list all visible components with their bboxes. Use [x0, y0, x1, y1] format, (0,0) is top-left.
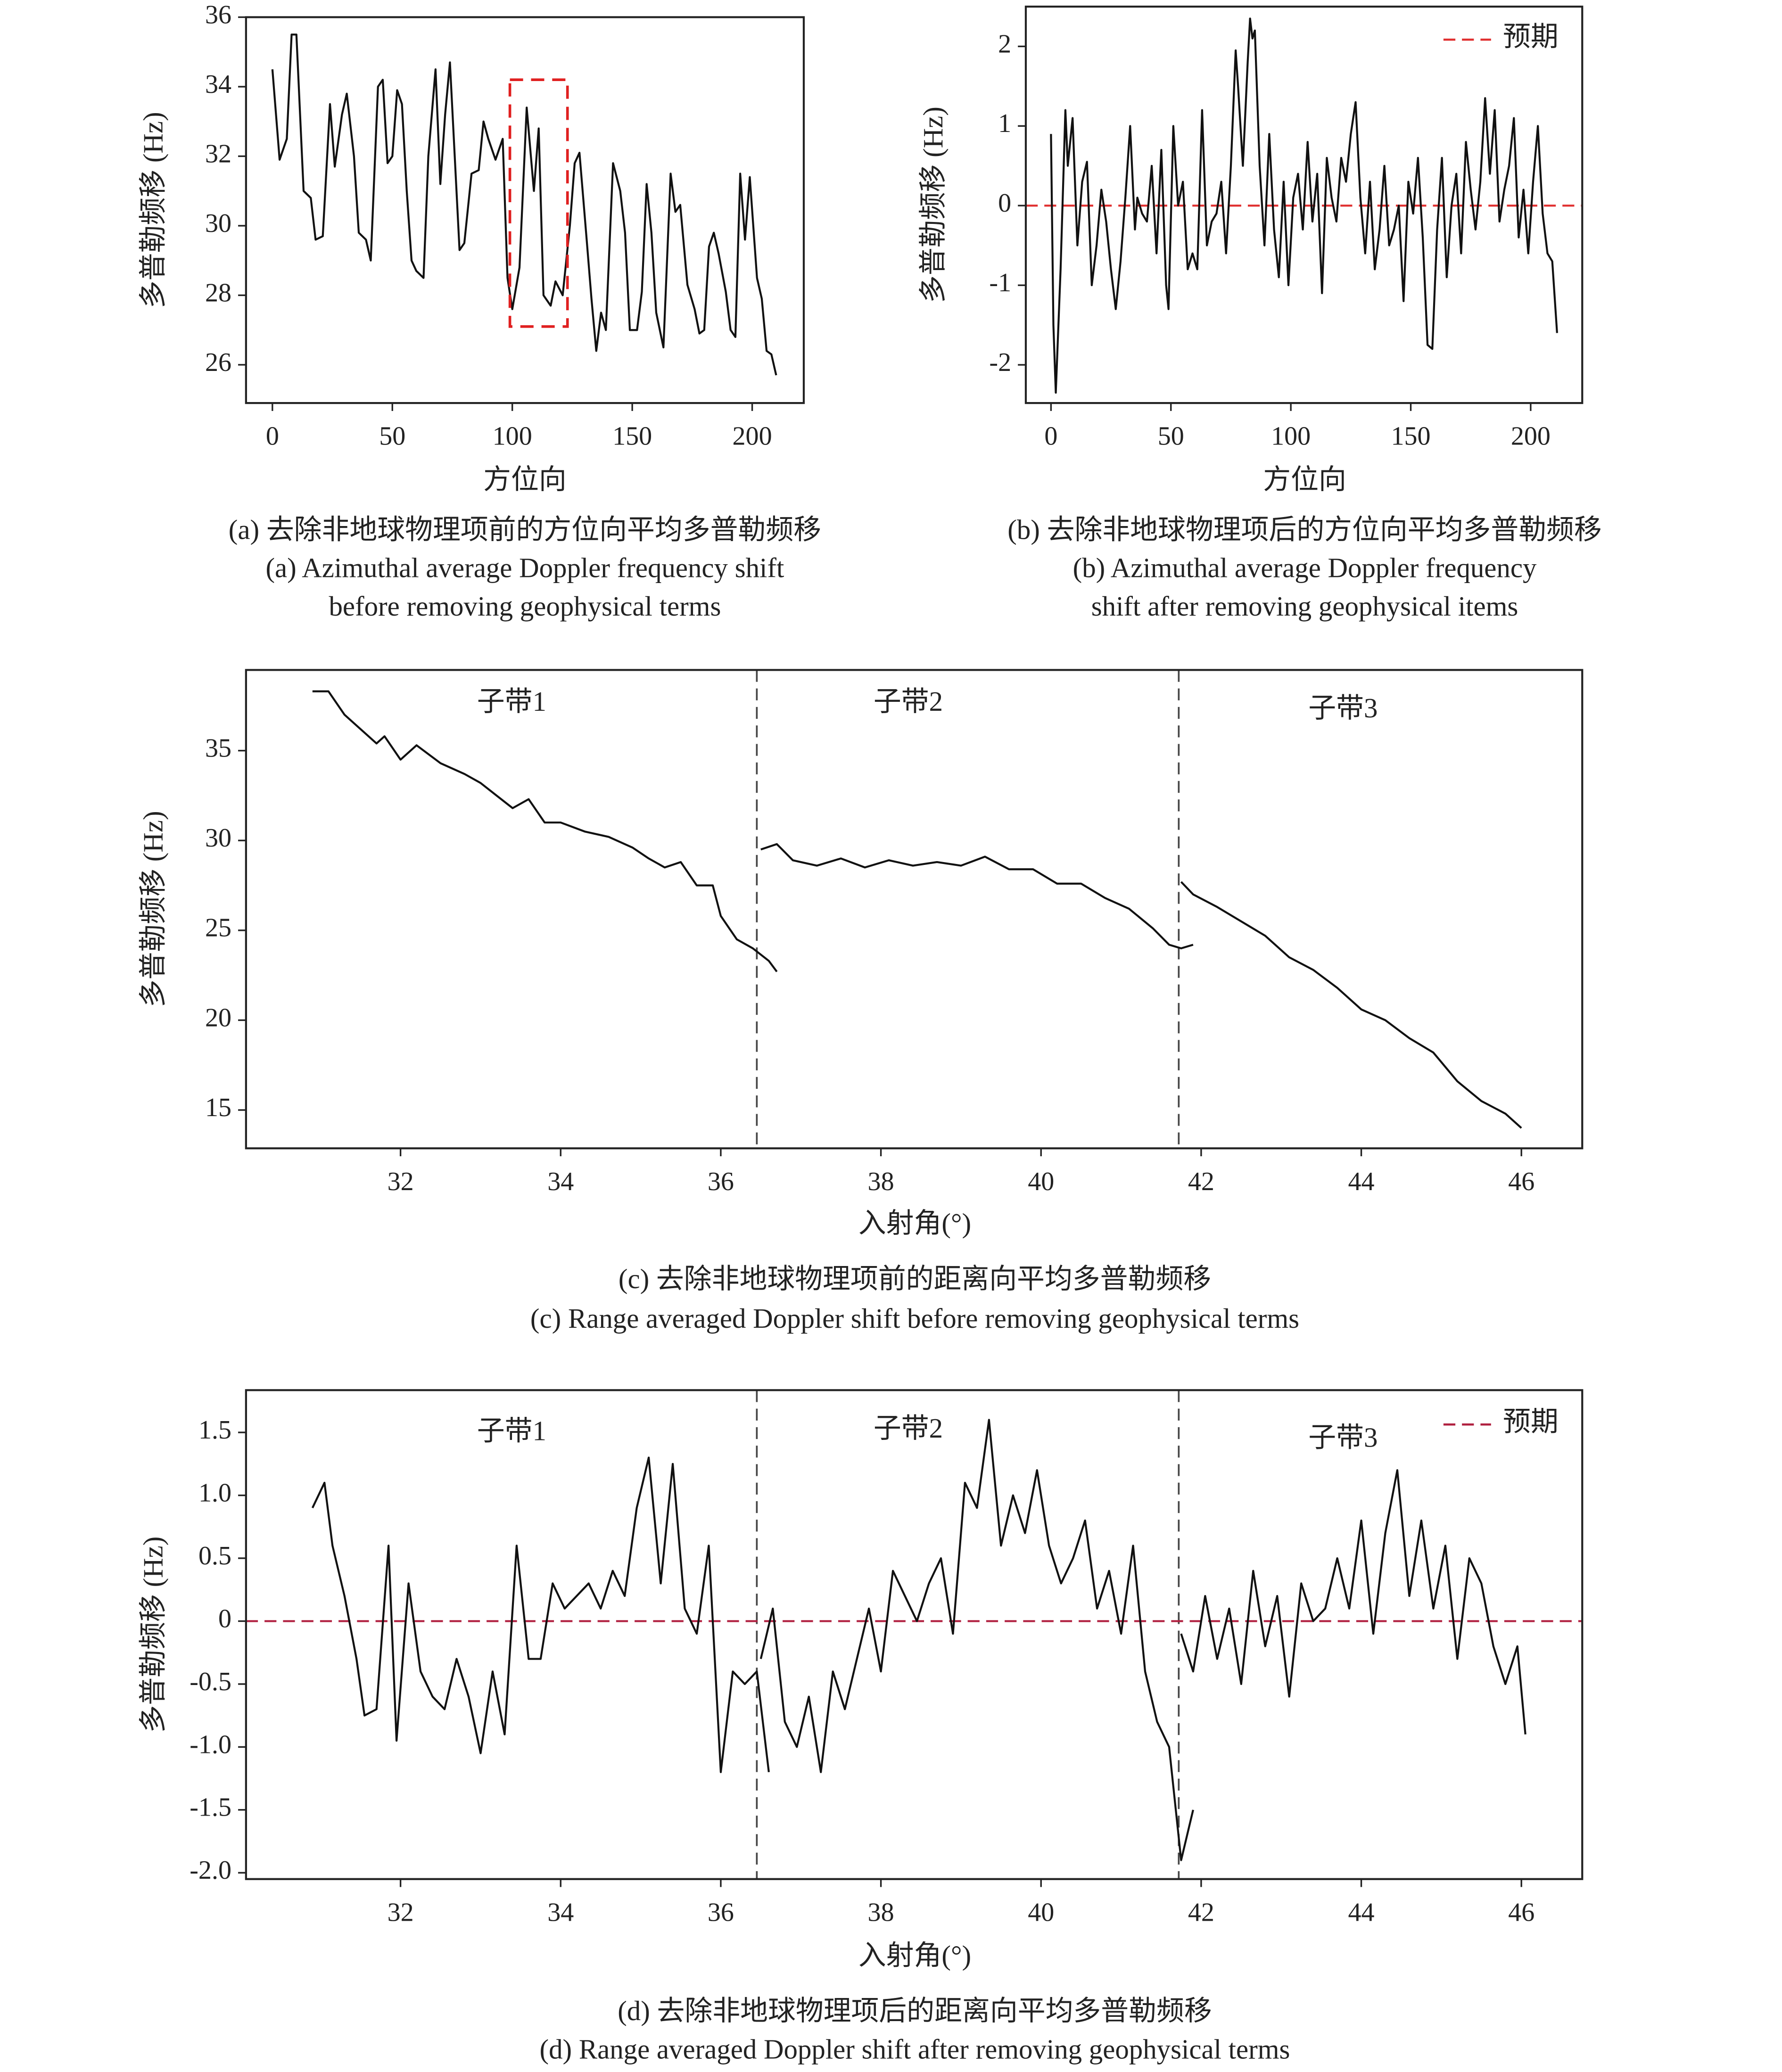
data-line [271, 33, 777, 376]
y-tick-label: 2 [998, 29, 1011, 58]
y-tick-label: 35 [205, 733, 231, 763]
y-tick-label: 28 [205, 278, 231, 307]
subband-label: 子带1 [477, 686, 546, 717]
y-tick-label: -2.0 [190, 1856, 231, 1885]
data-line [312, 690, 778, 972]
plot-frame [245, 1389, 1584, 1880]
x-tick-label: 150 [612, 422, 652, 451]
x-tick-label: 44 [1348, 1898, 1375, 1927]
x-tick-label: 0 [1044, 422, 1057, 451]
subband-label: 子带3 [1308, 693, 1378, 724]
y-tick-label: 0 [998, 189, 1011, 218]
y-tick-label: 26 [205, 348, 231, 377]
x-axis-label: 入射角(°) [858, 1940, 971, 1971]
x-tick-label: 50 [1158, 422, 1184, 451]
data-line [311, 1456, 770, 1773]
y-tick-label: 0 [218, 1604, 231, 1633]
caption: (c) Range averaged Doppler shift before … [530, 1303, 1299, 1334]
y-axis-label: 多普勒频移 (Hz) [138, 811, 169, 1007]
caption: (a) Azimuthal average Doppler frequency … [265, 553, 784, 584]
y-tick-label: -1 [989, 268, 1011, 297]
y-tick-label: -0.5 [190, 1667, 231, 1696]
legend-label: 预期 [1503, 1406, 1559, 1437]
x-tick-label: 34 [547, 1167, 574, 1196]
x-tick-label: 200 [733, 422, 772, 451]
x-tick-label: 46 [1508, 1898, 1534, 1927]
x-axis-label: 方位向 [483, 464, 567, 495]
x-tick-label: 36 [708, 1167, 734, 1196]
subband-label: 子带3 [1308, 1422, 1378, 1453]
caption: (a) 去除非地球物理项前的方位向平均多普勒频移 [229, 514, 821, 545]
y-tick-label: 25 [205, 913, 231, 943]
y-axis-label: 多普勒频移 (Hz) [138, 112, 169, 308]
x-tick-label: 38 [868, 1898, 894, 1927]
y-tick-label: 1.0 [198, 1478, 231, 1507]
y-tick-label: 0.5 [198, 1541, 231, 1570]
y-tick-label: -2 [989, 348, 1011, 377]
y-tick-label: 30 [205, 209, 231, 238]
legend-label: 预期 [1503, 22, 1559, 52]
highlight-box [508, 78, 569, 328]
caption: (d) 去除非地球物理项后的距离向平均多普勒频移 [618, 1996, 1212, 2026]
x-tick-label: 42 [1188, 1167, 1214, 1196]
caption: (b) 去除非地球物理项后的方位向平均多普勒频移 [1007, 514, 1602, 545]
caption: shift after removing geophysical items [1091, 591, 1518, 622]
plot-frame [1024, 5, 1584, 404]
y-tick-label: -1.5 [190, 1793, 231, 1822]
subband-label: 子带2 [874, 686, 943, 717]
data-line [760, 843, 1194, 950]
x-axis-label: 入射角(°) [858, 1208, 971, 1239]
data-line [759, 1419, 1194, 1861]
x-tick-label: 44 [1348, 1167, 1375, 1196]
x-tick-label: 40 [1028, 1167, 1054, 1196]
y-tick-label: -1.0 [190, 1730, 231, 1759]
x-tick-label: 32 [388, 1167, 414, 1196]
y-tick-label: 1 [998, 109, 1011, 138]
x-tick-label: 0 [266, 422, 279, 451]
x-tick-label: 32 [388, 1898, 414, 1927]
caption: before removing geophysical terms [329, 591, 721, 622]
caption: (d) Range averaged Doppler shift after r… [540, 2034, 1290, 2064]
data-line [1180, 881, 1522, 1129]
x-tick-label: 40 [1028, 1898, 1054, 1927]
y-tick-label: 30 [205, 823, 231, 853]
x-tick-label: 50 [379, 422, 405, 451]
data-line [1050, 17, 1558, 394]
caption: (b) Azimuthal average Doppler frequency [1073, 553, 1537, 584]
y-axis-label: 多普勒频移 (Hz) [918, 107, 949, 303]
x-tick-label: 38 [868, 1167, 894, 1196]
plot-frame [245, 16, 805, 404]
x-tick-label: 36 [708, 1898, 734, 1927]
y-tick-label: 15 [205, 1093, 231, 1122]
subband-label: 子带2 [874, 1413, 943, 1444]
plot-frame [245, 669, 1584, 1150]
y-axis-label: 多普勒频移 (Hz) [138, 1537, 169, 1733]
y-tick-label: 34 [205, 70, 231, 99]
y-tick-label: 20 [205, 1003, 231, 1032]
x-tick-label: 100 [493, 422, 532, 451]
subband-label: 子带1 [477, 1415, 546, 1446]
y-tick-label: 1.5 [198, 1415, 231, 1445]
x-tick-label: 42 [1188, 1898, 1214, 1927]
x-tick-label: 150 [1391, 422, 1430, 451]
caption: (c) 去除非地球物理项前的距离向平均多普勒频移 [619, 1264, 1211, 1294]
x-tick-label: 100 [1271, 422, 1311, 451]
x-tick-label: 200 [1511, 422, 1551, 451]
y-tick-label: 32 [205, 139, 231, 168]
x-tick-label: 46 [1508, 1167, 1534, 1196]
x-tick-label: 34 [547, 1898, 574, 1927]
y-tick-label: 36 [205, 0, 231, 29]
data-line [1180, 1469, 1526, 1735]
x-axis-label: 方位向 [1263, 464, 1346, 495]
